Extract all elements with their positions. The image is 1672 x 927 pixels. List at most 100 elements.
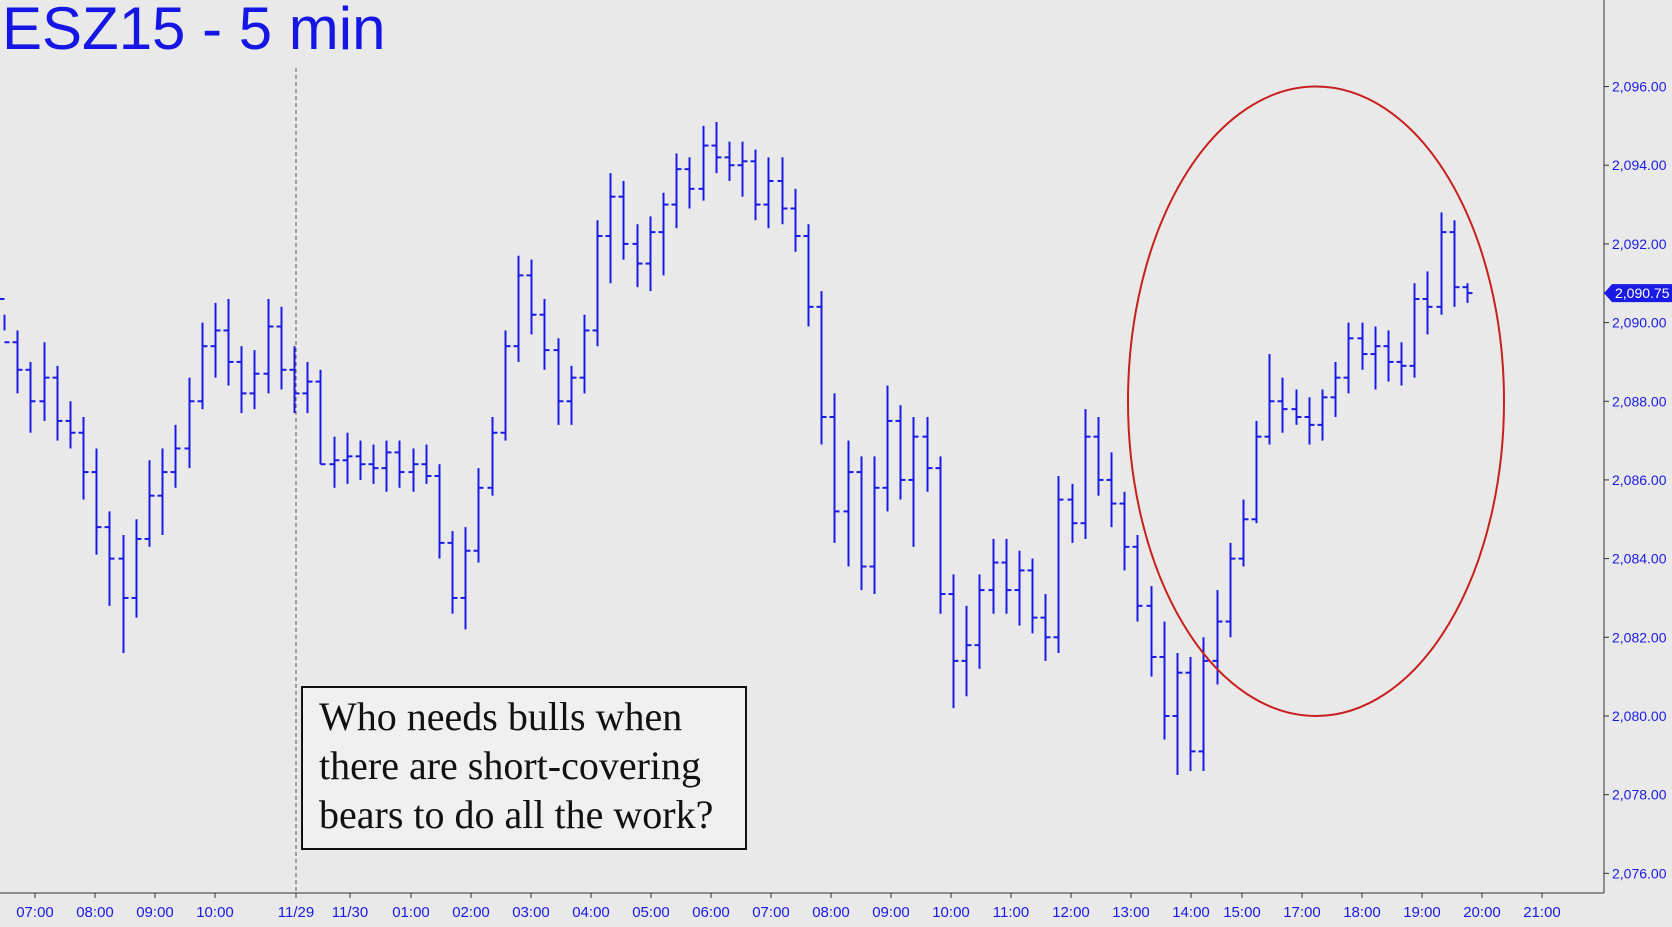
x-tick-label: 21:00 — [1523, 904, 1561, 921]
price-bar — [1449, 220, 1460, 307]
price-bar — [1238, 499, 1249, 567]
price-bar — [988, 538, 999, 614]
x-tick-label: 20:00 — [1463, 904, 1501, 921]
price-bar — [500, 330, 511, 441]
price-bar — [658, 192, 669, 276]
x-tick-label: 11/29 — [278, 904, 314, 921]
price-bar — [684, 157, 695, 209]
x-tick-label: 12:00 — [1052, 904, 1090, 921]
price-bar — [539, 298, 550, 370]
y-tick-label: 2,082.00 — [1612, 629, 1667, 645]
price-bar — [1291, 389, 1302, 425]
price-bar — [579, 314, 590, 394]
y-tick-label: 2,076.00 — [1612, 865, 1667, 881]
price-bar — [1383, 330, 1394, 382]
annotation-line: there are short-covering — [319, 743, 702, 788]
last-price-tag — [1604, 284, 1672, 303]
price-bar — [184, 377, 195, 469]
price-bar — [1462, 283, 1473, 303]
price-bar — [65, 401, 76, 449]
price-bar — [315, 369, 326, 466]
annotation-box: Who needs bulls when there are short-cov… — [301, 686, 747, 850]
price-bars — [0, 121, 1473, 775]
price-bar — [197, 322, 208, 410]
price-bar — [737, 141, 748, 197]
price-bar — [671, 153, 682, 229]
price-bar — [131, 519, 142, 618]
price-bar — [618, 180, 629, 260]
annotation-line: Who needs bulls when — [319, 694, 683, 739]
price-bar — [1014, 550, 1025, 626]
price-bar — [342, 432, 353, 484]
x-tick-label: 11:00 — [993, 904, 1029, 921]
price-bar — [948, 574, 959, 709]
y-tick-label: 2,092.00 — [1612, 236, 1667, 252]
price-bar — [394, 440, 405, 488]
price-bar — [1053, 476, 1064, 654]
price-bar — [1027, 558, 1038, 634]
x-tick-label: 09:00 — [872, 904, 910, 921]
price-bar — [1146, 586, 1157, 677]
price-bar — [698, 125, 709, 201]
price-bar — [0, 297, 10, 344]
x-tick-label: 06:00 — [692, 904, 730, 921]
x-tick-label: 18:00 — [1343, 904, 1381, 921]
price-bar — [763, 157, 774, 229]
price-bar — [1093, 416, 1104, 496]
price-bar — [1330, 361, 1341, 417]
price-bar — [1396, 342, 1407, 386]
x-tick-label: 15:00 — [1223, 904, 1261, 921]
price-bar — [724, 141, 735, 181]
price-bar — [144, 460, 155, 547]
y-tick-label: 2,088.00 — [1612, 393, 1667, 409]
price-bar — [961, 605, 972, 697]
annotation-line: bears to do all the work? — [319, 792, 714, 837]
price-bar — [856, 456, 867, 591]
price-bar — [1317, 389, 1328, 441]
price-bar — [1198, 637, 1209, 772]
price-bar — [895, 405, 906, 500]
price-bar — [632, 224, 643, 288]
price-bar — [91, 448, 102, 555]
price-bar — [434, 464, 445, 559]
last-price-marker: 2,090.75 — [1604, 284, 1672, 303]
x-tick-label: 19:00 — [1403, 904, 1441, 921]
x-axis-ticks: 07:00 08:00 09:00 10:00 11/29 11/30 01:00 02:00… — [16, 893, 1561, 921]
price-bar — [974, 574, 985, 669]
price-bar — [1080, 409, 1091, 539]
y-tick-label: 2,096.00 — [1612, 79, 1667, 95]
y-tick-label: 2,084.00 — [1612, 551, 1667, 567]
price-bar — [1264, 354, 1275, 445]
price-bar — [908, 416, 919, 547]
y-tick-label: 2,078.00 — [1612, 787, 1667, 803]
y-tick-label: 2,090.00 — [1612, 315, 1667, 331]
x-tick-label: 11/30 — [332, 904, 368, 921]
y-axis-ticks: 2,076.00 2,078.00 2,080.00 2,082.00 2,084.00… — [1604, 79, 1667, 881]
x-tick-label: 05:00 — [632, 904, 670, 921]
x-tick-label: 09:00 — [136, 904, 174, 921]
price-bar — [473, 468, 484, 563]
price-bar — [104, 511, 115, 606]
price-bar — [118, 535, 129, 654]
x-tick-label: 08:00 — [812, 904, 850, 921]
price-bar — [1277, 377, 1288, 433]
price-bar — [605, 173, 616, 284]
price-bar — [750, 149, 761, 221]
price-bar — [790, 188, 801, 252]
price-bar — [487, 416, 498, 496]
y-tick-label: 2,086.00 — [1612, 472, 1667, 488]
price-bar — [711, 121, 722, 174]
highlight-ellipse — [1127, 85, 1505, 717]
price-bar — [869, 456, 880, 595]
price-bar — [210, 302, 221, 378]
price-bar — [447, 531, 458, 614]
price-bar — [170, 424, 181, 488]
price-bar — [157, 448, 168, 536]
axes — [0, 0, 1605, 894]
y-tick-label: 2,080.00 — [1612, 708, 1667, 724]
x-tick-label: 07:00 — [16, 904, 54, 921]
price-bar — [1357, 322, 1368, 370]
price-bar — [408, 448, 419, 492]
price-bar — [843, 440, 854, 567]
price-bar — [1409, 283, 1420, 378]
